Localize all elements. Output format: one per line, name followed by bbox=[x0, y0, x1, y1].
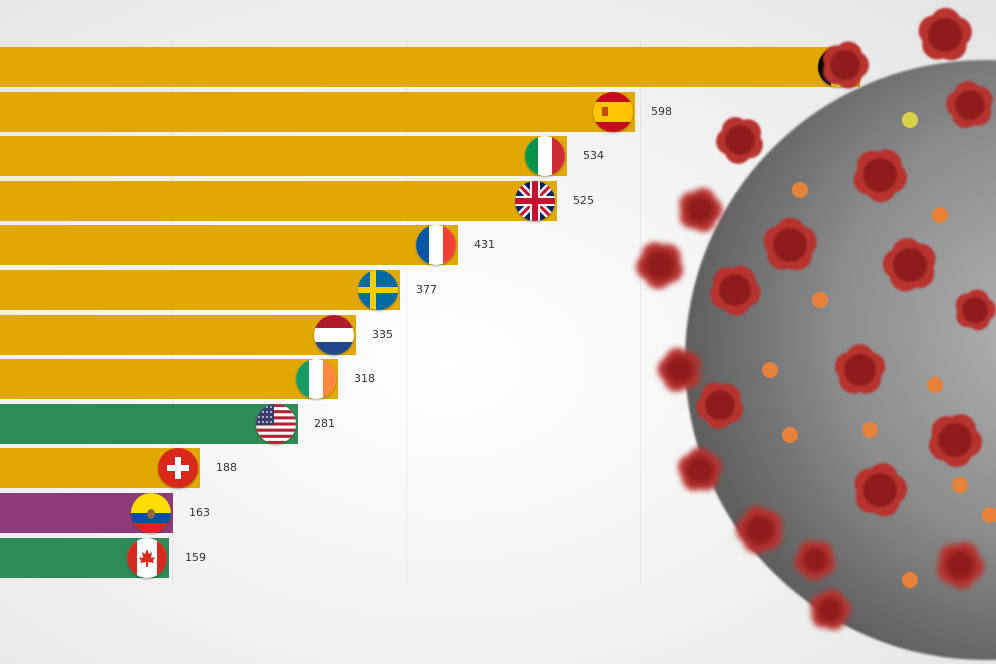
value-label-italy: 534 bbox=[583, 149, 604, 162]
spain-flag-icon bbox=[593, 92, 633, 132]
bar-spain bbox=[0, 92, 635, 132]
value-label-netherlands: 335 bbox=[372, 328, 393, 341]
sweden-flag-icon bbox=[358, 270, 398, 310]
value-label-canada: 159 bbox=[185, 551, 206, 564]
value-label-switzerland: 188 bbox=[216, 461, 237, 474]
gridline bbox=[406, 40, 407, 584]
bar-france bbox=[0, 225, 458, 265]
gridline bbox=[640, 40, 641, 584]
value-label-united-kingdom: 525 bbox=[573, 194, 594, 207]
bar-united-states bbox=[0, 404, 298, 444]
bar-netherlands bbox=[0, 315, 356, 355]
value-label-ecuador: 163 bbox=[189, 506, 210, 519]
value-label-france: 431 bbox=[474, 238, 495, 251]
italy-flag-icon bbox=[525, 136, 565, 176]
ireland-flag-icon bbox=[296, 359, 336, 399]
value-label-ireland: 318 bbox=[354, 372, 375, 385]
netherlands-flag-icon bbox=[314, 315, 354, 355]
canada-flag-icon bbox=[127, 538, 167, 578]
value-label-united-states: 281 bbox=[314, 417, 335, 430]
bar-belgium bbox=[0, 47, 860, 87]
united-kingdom-flag-icon bbox=[515, 181, 555, 221]
bar-ireland bbox=[0, 359, 338, 399]
value-label-sweden: 377 bbox=[416, 283, 437, 296]
gridline bbox=[172, 40, 173, 584]
belgium-flag-icon bbox=[818, 47, 858, 87]
france-flag-icon bbox=[416, 225, 456, 265]
bar-united-kingdom bbox=[0, 181, 557, 221]
ecuador-flag-icon bbox=[131, 493, 171, 533]
value-label-spain: 598 bbox=[651, 105, 672, 118]
bar-sweden bbox=[0, 270, 400, 310]
bar-italy bbox=[0, 136, 567, 176]
switzerland-flag-icon bbox=[158, 448, 198, 488]
united-states-flag-icon bbox=[256, 404, 296, 444]
